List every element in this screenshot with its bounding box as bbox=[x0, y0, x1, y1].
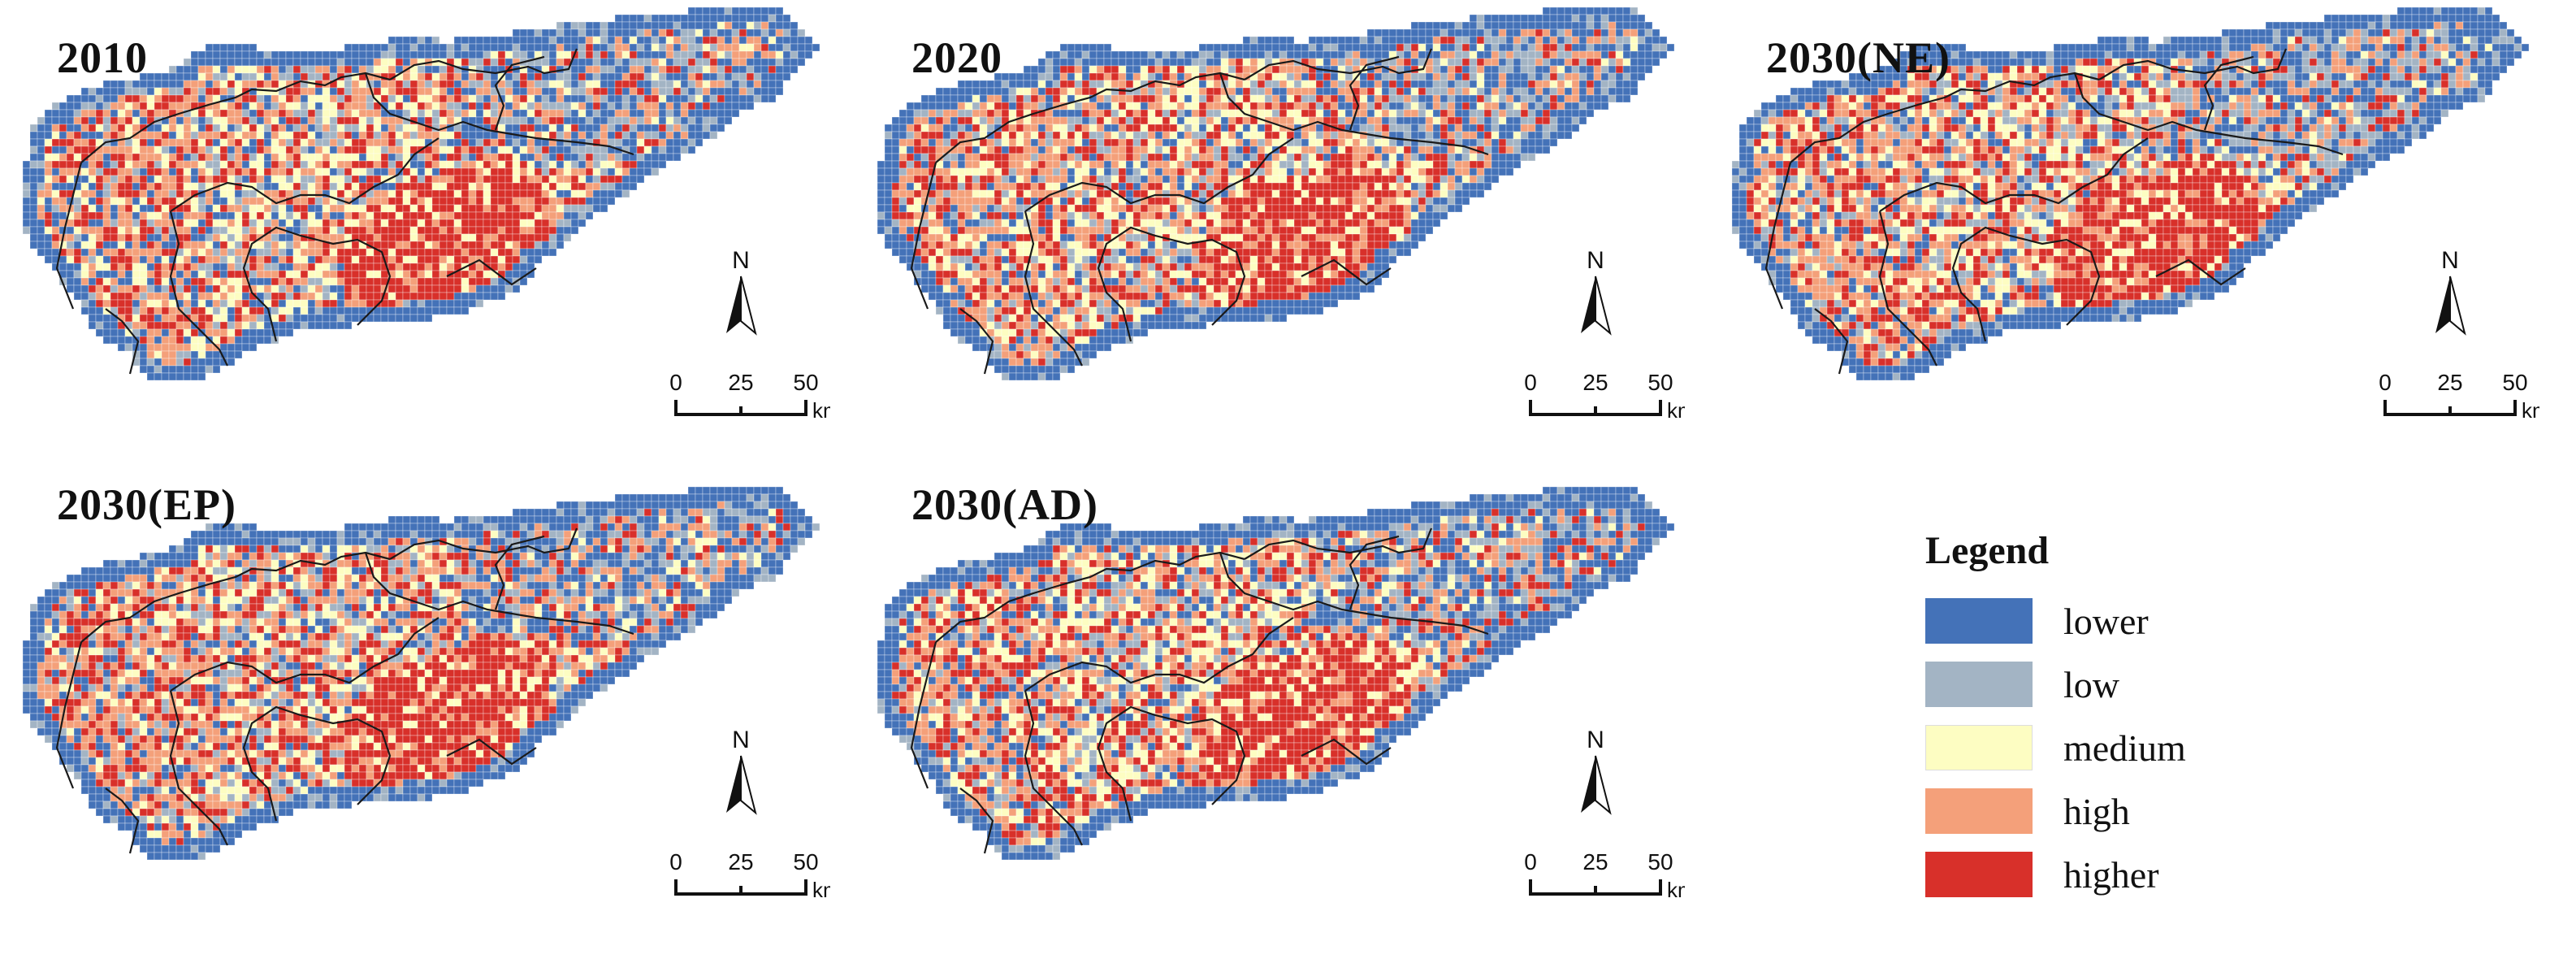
legend-label: medium bbox=[2063, 727, 2186, 769]
north-arrow-icon: N bbox=[726, 247, 757, 336]
north-label: N bbox=[2441, 247, 2459, 274]
legend-title: Legend bbox=[1925, 529, 2050, 572]
scale-tick-label: 50 bbox=[793, 370, 818, 395]
north-arrow-icon: N bbox=[1581, 247, 1612, 336]
map-panel-2020: 2020 N 0 25 50 km bbox=[863, 0, 1708, 480]
legend-swatch bbox=[1925, 788, 2033, 834]
scale-unit: km bbox=[812, 878, 830, 902]
scale-tick-label: 25 bbox=[1582, 370, 1608, 395]
map-cells bbox=[22, 486, 820, 861]
scale-tick-label: 50 bbox=[1647, 370, 1673, 395]
legend-swatch bbox=[1925, 852, 2033, 897]
north-label: N bbox=[732, 727, 750, 753]
legend-label: lower bbox=[2063, 600, 2149, 642]
scale-tick-label: 0 bbox=[669, 849, 682, 874]
legend-item-low: low bbox=[1925, 653, 2266, 716]
scale-bar: 0 25 50 km bbox=[1524, 849, 1685, 902]
map-cells bbox=[877, 486, 1675, 861]
legend-swatch bbox=[1925, 598, 2033, 644]
panel-title: 2030(AD) bbox=[911, 480, 1098, 529]
panel-title: 2030(NE) bbox=[1766, 33, 1950, 82]
scale-tick-label: 0 bbox=[1524, 370, 1537, 395]
map-panel-2030-ne: 2030(NE) N 0 25 50 km bbox=[1717, 0, 2562, 480]
map-grid bbox=[1731, 7, 2530, 381]
legend-swatch bbox=[1925, 725, 2033, 770]
admin-boundaries bbox=[1764, 48, 2344, 375]
scale-tick-label: 25 bbox=[1582, 849, 1608, 874]
north-label: N bbox=[1587, 247, 1604, 274]
map-grid bbox=[22, 486, 820, 861]
map-panel-2010: 2010 N 0 25 50 km bbox=[8, 0, 853, 480]
scale-unit: km bbox=[2522, 398, 2539, 423]
scale-bar: 0 25 50 km bbox=[669, 370, 830, 423]
scale-bar: 0 25 50 km bbox=[669, 849, 830, 902]
north-arrow-icon: N bbox=[726, 727, 757, 815]
north-label: N bbox=[1587, 727, 1604, 753]
admin-boundaries bbox=[910, 527, 1489, 854]
scale-tick-label: 50 bbox=[793, 849, 818, 874]
scale-unit: km bbox=[1667, 878, 1685, 902]
scale-tick-label: 0 bbox=[1524, 849, 1537, 874]
map-cells bbox=[1731, 7, 2530, 381]
scale-unit: km bbox=[812, 398, 830, 423]
legend-label: low bbox=[2063, 663, 2119, 705]
scale-tick-label: 25 bbox=[2437, 370, 2462, 395]
legend: Legend lower low medium high higher bbox=[1925, 528, 2266, 935]
scale-tick-label: 25 bbox=[728, 370, 753, 395]
panel-title: 2030(EP) bbox=[57, 480, 236, 529]
north-arrow-icon: N bbox=[2435, 247, 2466, 336]
scale-tick-label: 0 bbox=[2379, 370, 2392, 395]
north-arrow-icon: N bbox=[1581, 727, 1612, 815]
scale-tick-label: 0 bbox=[669, 370, 682, 395]
legend-item-lower: lower bbox=[1925, 589, 2266, 653]
scale-tick-label: 25 bbox=[728, 849, 753, 874]
map-panel-2030-ad: 2030(AD) N 0 25 50 km bbox=[863, 480, 1708, 959]
north-label: N bbox=[732, 247, 750, 274]
map-panel-2030-ep: 2030(EP) N 0 25 50 km bbox=[8, 480, 853, 959]
legend-label: high bbox=[2063, 790, 2130, 832]
map-grid bbox=[22, 7, 820, 381]
legend-item-medium: medium bbox=[1925, 716, 2266, 779]
panel-title: 2010 bbox=[57, 33, 148, 82]
map-grid bbox=[877, 7, 1675, 381]
panel-title: 2020 bbox=[911, 33, 1002, 82]
legend-item-high: high bbox=[1925, 779, 2266, 843]
scale-tick-label: 50 bbox=[2502, 370, 2527, 395]
map-cells bbox=[877, 7, 1675, 381]
legend-item-higher: higher bbox=[1925, 843, 2266, 906]
scale-bar: 0 25 50 km bbox=[2379, 370, 2539, 423]
scale-bar: 0 25 50 km bbox=[1524, 370, 1685, 423]
legend-swatch bbox=[1925, 662, 2033, 707]
admin-boundaries bbox=[55, 527, 634, 854]
admin-boundaries bbox=[910, 48, 1489, 375]
map-cells bbox=[22, 7, 820, 381]
admin-boundaries bbox=[55, 48, 634, 375]
scale-tick-label: 50 bbox=[1647, 849, 1673, 874]
scale-unit: km bbox=[1667, 398, 1685, 423]
map-grid bbox=[877, 486, 1675, 861]
legend-label: higher bbox=[2063, 853, 2159, 896]
